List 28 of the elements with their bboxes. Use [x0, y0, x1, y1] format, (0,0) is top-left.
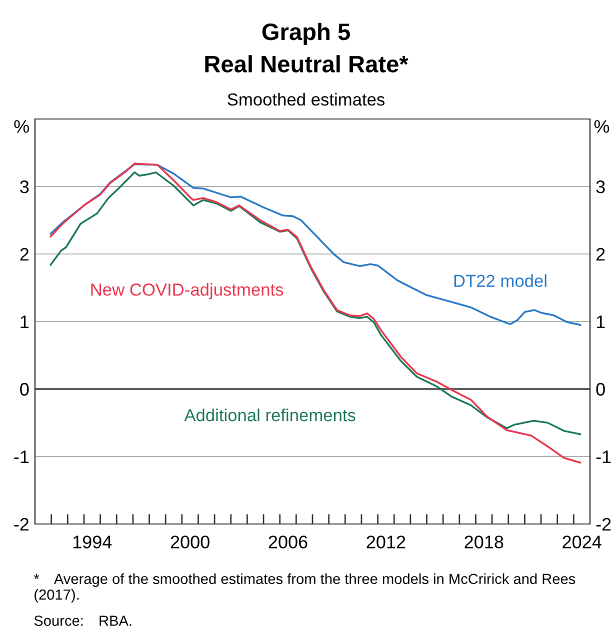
- chart-subtitle: Smoothed estimates: [228, 92, 385, 106]
- y-tick-label: 0: [20, 382, 29, 396]
- text: * Average of the smoothed estimates from the three models in McCririck and Rees (2017).: [34, 573, 576, 603]
- x-tick-label: 2012: [366, 536, 406, 548]
- y-axis-title: %: [14, 120, 29, 133]
- y-tick-label: -2: [14, 518, 29, 531]
- x-tick-label: 2024: [562, 536, 602, 548]
- text: Additional refinements: [184, 408, 356, 422]
- y-tick-label: 2: [20, 248, 29, 261]
- chart-title: Graph 5 Real Neutral Rate*: [205, 22, 408, 72]
- y2-tick-label: 1: [596, 316, 605, 328]
- line-series: [50, 163, 582, 326]
- series-label: New COVID-adjustments: [91, 283, 284, 300]
- y-tick-label: 3: [20, 180, 29, 194]
- y2-tick-label: -2: [596, 518, 611, 531]
- y2-tick-label: 0: [596, 382, 605, 396]
- y-tick-label: -1: [14, 450, 29, 464]
- y2-tick-label: 3: [596, 180, 605, 194]
- series-label: DT22 model: [454, 274, 546, 288]
- x-tick-label: 2006: [268, 536, 308, 548]
- x-tick-label: 2000: [170, 536, 210, 548]
- y2-tick-label: 2: [596, 248, 605, 261]
- y2-axis-title: %: [594, 120, 610, 133]
- x-tick-label: 1994: [73, 536, 112, 548]
- y2-tick-label: -1: [596, 450, 611, 464]
- x-tick-label: 2018: [464, 536, 504, 548]
- y-tick-label: 1: [20, 316, 29, 328]
- source-note: Source: RBA.: [34, 616, 132, 626]
